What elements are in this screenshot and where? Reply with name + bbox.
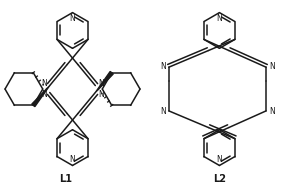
Text: N: N — [70, 14, 76, 23]
Text: N: N — [41, 90, 47, 99]
Text: N: N — [98, 79, 104, 88]
Text: N: N — [217, 14, 222, 23]
Text: N: N — [98, 90, 104, 99]
Polygon shape — [32, 86, 50, 107]
Text: L2: L2 — [213, 174, 226, 184]
Text: N: N — [160, 107, 166, 116]
Text: L1: L1 — [59, 174, 72, 184]
Text: N: N — [41, 79, 47, 88]
Polygon shape — [95, 71, 113, 92]
Text: N: N — [160, 62, 166, 71]
Text: N: N — [217, 155, 222, 164]
Text: N: N — [269, 62, 275, 71]
Text: N: N — [269, 107, 275, 116]
Text: N: N — [70, 155, 76, 164]
